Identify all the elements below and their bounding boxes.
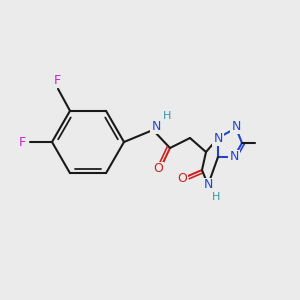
Text: F: F [18,136,26,148]
Text: O: O [177,172,187,184]
Text: H: H [212,192,220,202]
Text: N: N [229,151,239,164]
Text: N: N [231,119,241,133]
Text: N: N [203,178,213,191]
Text: H: H [163,111,171,121]
Text: F: F [53,74,61,87]
Text: O: O [153,163,163,176]
Text: N: N [213,131,223,145]
Text: N: N [151,119,161,133]
